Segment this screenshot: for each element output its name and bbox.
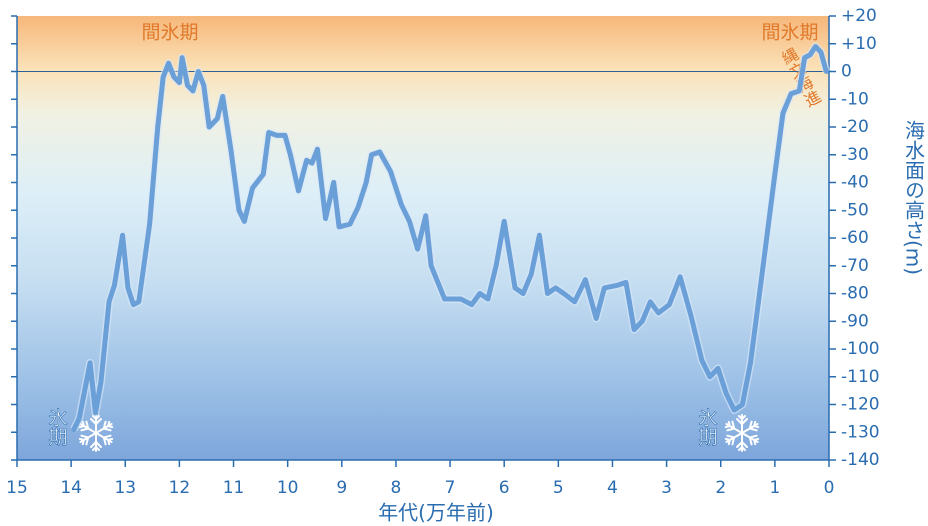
y-tick-label: -90 bbox=[841, 311, 869, 331]
x-tick-label: 1 bbox=[769, 478, 780, 498]
x-tick-label: 8 bbox=[391, 478, 402, 498]
x-tick-label: 0 bbox=[824, 478, 835, 498]
x-tick-label: 5 bbox=[553, 478, 564, 498]
y-tick-label: -120 bbox=[841, 395, 880, 415]
y-tick-label: -30 bbox=[841, 145, 869, 165]
x-tick-label: 4 bbox=[607, 478, 618, 498]
y-tick-label: -60 bbox=[841, 228, 869, 248]
x-tick-label: 2 bbox=[715, 478, 726, 498]
x-tick-label: 12 bbox=[169, 478, 191, 498]
x-tick-label: 10 bbox=[277, 478, 299, 498]
x-tick-label: 6 bbox=[499, 478, 510, 498]
x-tick-label: 3 bbox=[661, 478, 672, 498]
y-tick-label: 0 bbox=[841, 62, 852, 82]
x-axis-label: 年代(万年前) bbox=[378, 501, 494, 525]
y-tick-label: +10 bbox=[841, 34, 877, 54]
annotation: 氷期 bbox=[46, 408, 68, 446]
x-tick-label: 9 bbox=[336, 478, 347, 498]
x-tick-label: 13 bbox=[114, 478, 136, 498]
y-tick-label: -40 bbox=[841, 173, 869, 193]
x-tick-label: 7 bbox=[445, 478, 456, 498]
y-tick-label: -50 bbox=[841, 200, 869, 220]
y-tick-label: -110 bbox=[841, 367, 880, 387]
annotation: 氷期 bbox=[696, 408, 718, 446]
y-tick-label: +20 bbox=[841, 6, 877, 26]
y-tick-label: -70 bbox=[841, 256, 869, 276]
annotation: 間氷期 bbox=[141, 22, 198, 44]
sea-level-line bbox=[71, 44, 829, 432]
y-tick-label: -140 bbox=[841, 450, 880, 470]
x-tick-label: 14 bbox=[60, 478, 82, 498]
y-tick-label: -80 bbox=[841, 284, 869, 304]
y-tick-label: -20 bbox=[841, 117, 869, 137]
x-tick-label: 11 bbox=[223, 478, 245, 498]
x-tick-label: 15 bbox=[6, 478, 28, 498]
y-tick-label: -100 bbox=[841, 339, 880, 359]
y-axis-label: 海水面の高さ(m) bbox=[902, 120, 926, 275]
y-tick-label: -130 bbox=[841, 422, 880, 442]
y-tick-label: -10 bbox=[841, 89, 869, 109]
annotation: 間氷期 bbox=[761, 22, 818, 44]
